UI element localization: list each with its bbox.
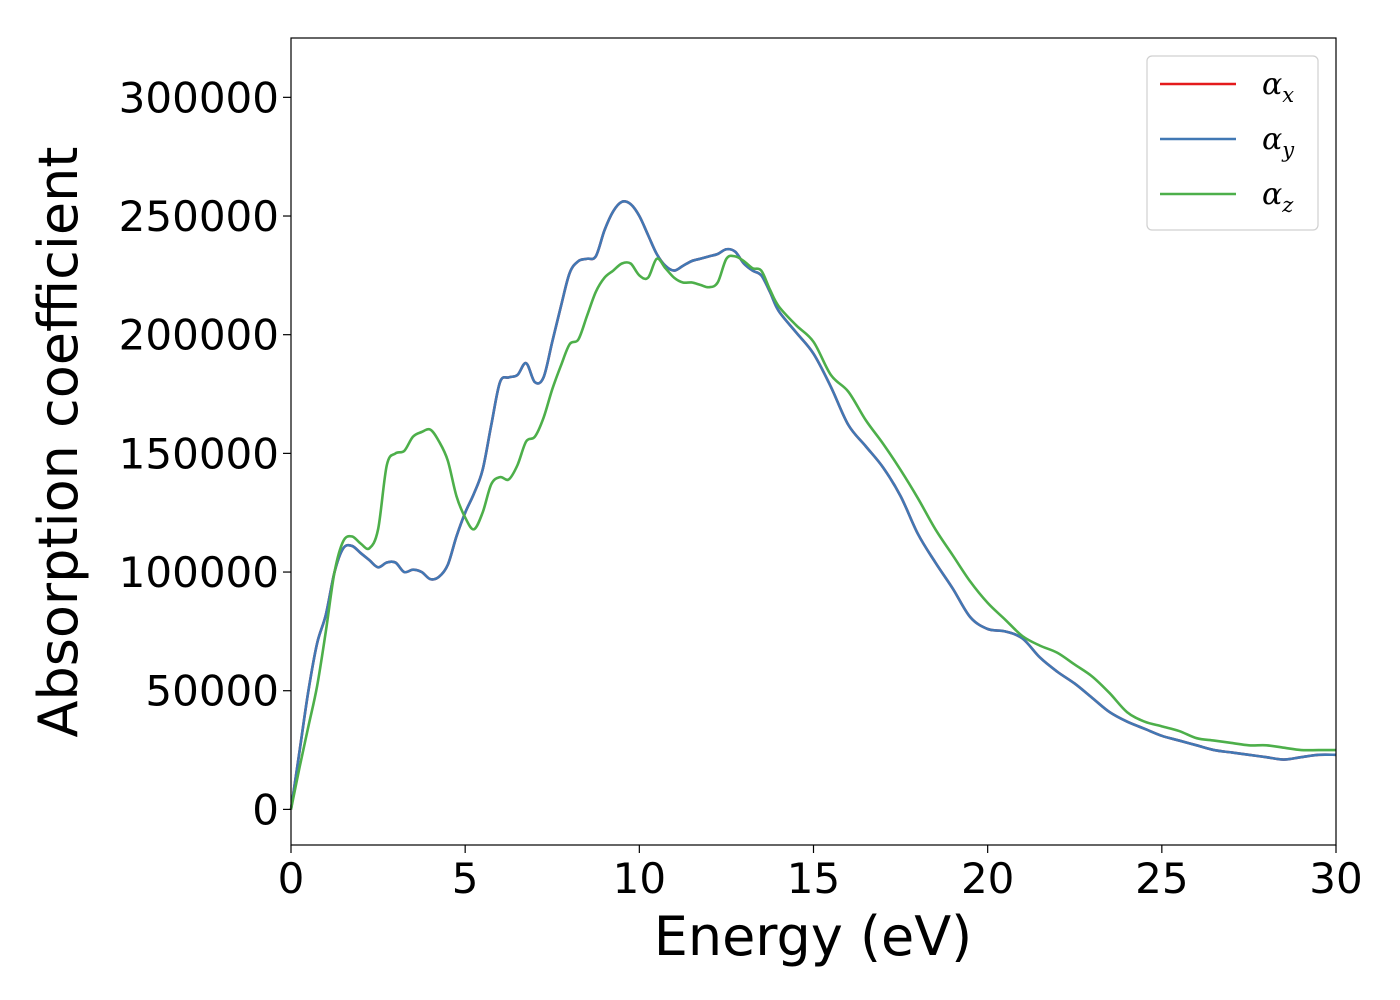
x-axis-ticks: 0 5 10 15 20 25 30 xyxy=(278,845,1363,903)
y-axis-label: Absorption coefficient xyxy=(27,147,90,738)
y-tick-label: 50000 xyxy=(145,667,279,716)
y-tick-label: 250000 xyxy=(119,192,279,241)
y-tick-label: 0 xyxy=(252,785,279,834)
y-tick-label: 200000 xyxy=(119,311,279,360)
x-tick-label: 5 xyxy=(452,854,479,903)
x-tick-label: 15 xyxy=(787,854,840,903)
x-tick-label: 25 xyxy=(1135,854,1188,903)
y-tick-label: 150000 xyxy=(119,429,279,478)
y-axis-ticks: 0 50000 100000 150000 200000 250000 300000 xyxy=(119,73,291,834)
legend-frame xyxy=(1146,55,1319,231)
x-tick-label: 30 xyxy=(1309,854,1362,903)
series-line-z xyxy=(289,254,1336,810)
series-line-x xyxy=(289,200,1337,810)
y-tick-label: 100000 xyxy=(119,548,279,597)
series-layer xyxy=(289,200,1337,810)
x-tick-label: 10 xyxy=(613,854,666,903)
y-tick-label: 300000 xyxy=(119,73,279,122)
x-tick-label: 0 xyxy=(278,854,305,903)
series-line-y xyxy=(289,200,1337,810)
x-tick-label: 20 xyxy=(961,854,1014,903)
x-axis-label: Energy (eV) xyxy=(654,905,973,968)
